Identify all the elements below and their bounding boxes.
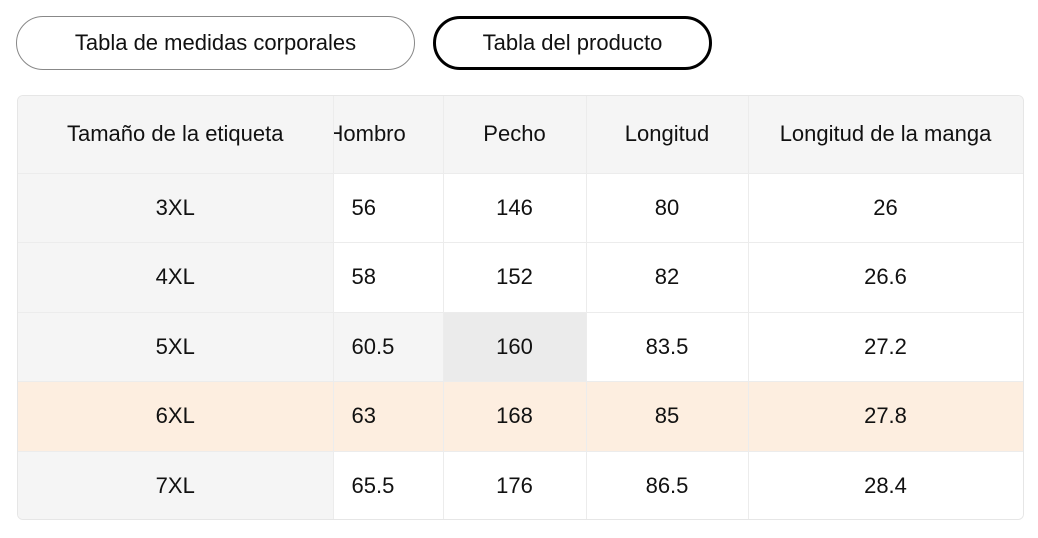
cell-sleeve-length: 27.8 — [747, 381, 1023, 452]
cell-sleeve-length: 26 — [747, 173, 1023, 243]
table-row: 3XL 56 146 80 26 — [18, 173, 1023, 243]
tab-product-chart[interactable]: Tabla del producto — [433, 16, 712, 70]
cell-size: 5XL — [18, 311, 334, 382]
header-size: Tamaño de la etiqueta — [18, 96, 334, 174]
cell-length: 80 — [585, 173, 749, 243]
table-row: 4XL 58 152 82 26.6 — [18, 242, 1023, 313]
table-header-row: Tamaño de la etiqueta Hombro Pecho Longi… — [18, 96, 1023, 174]
cell-length: 85 — [585, 381, 749, 452]
cell-chest: 146 — [442, 173, 587, 243]
cell-chest: 152 — [442, 242, 587, 313]
header-length: Longitud — [585, 96, 749, 174]
cell-shoulder: 56 — [332, 173, 444, 243]
cell-size: 3XL — [18, 173, 334, 243]
table-row: 5XL 60.5 160 83.5 27.2 — [18, 311, 1023, 382]
tab-body-measurements[interactable]: Tabla de medidas corporales — [16, 16, 415, 70]
cell-shoulder: 58 — [332, 242, 444, 313]
cell-sleeve-length: 26.6 — [747, 242, 1023, 313]
header-shoulder: Hombro — [332, 96, 444, 174]
cell-sleeve-length: 27.2 — [747, 311, 1023, 382]
cell-chest: 160 — [442, 311, 587, 382]
cell-shoulder: 60.5 — [332, 311, 444, 382]
table-row: 6XL 63 168 85 27.8 — [18, 381, 1023, 452]
cell-shoulder: 63 — [332, 381, 444, 452]
cell-sleeve-length: 28.4 — [747, 450, 1023, 519]
cell-size: 4XL — [18, 242, 334, 313]
cell-size: 6XL — [18, 381, 334, 452]
cell-chest: 168 — [442, 381, 587, 452]
cell-length: 82 — [585, 242, 749, 313]
header-sleeve-length: Longitud de la manga — [747, 96, 1023, 174]
cell-length: 86.5 — [585, 450, 749, 519]
header-chest: Pecho — [442, 96, 587, 174]
table-row: 7XL 65.5 176 86.5 28.4 — [18, 450, 1023, 519]
cell-size: 7XL — [18, 450, 334, 519]
cell-chest: 176 — [442, 450, 587, 519]
size-table: Tamaño de la etiqueta Hombro Pecho Longi… — [17, 95, 1024, 520]
cell-length: 83.5 — [585, 311, 749, 382]
cell-shoulder: 65.5 — [332, 450, 444, 519]
